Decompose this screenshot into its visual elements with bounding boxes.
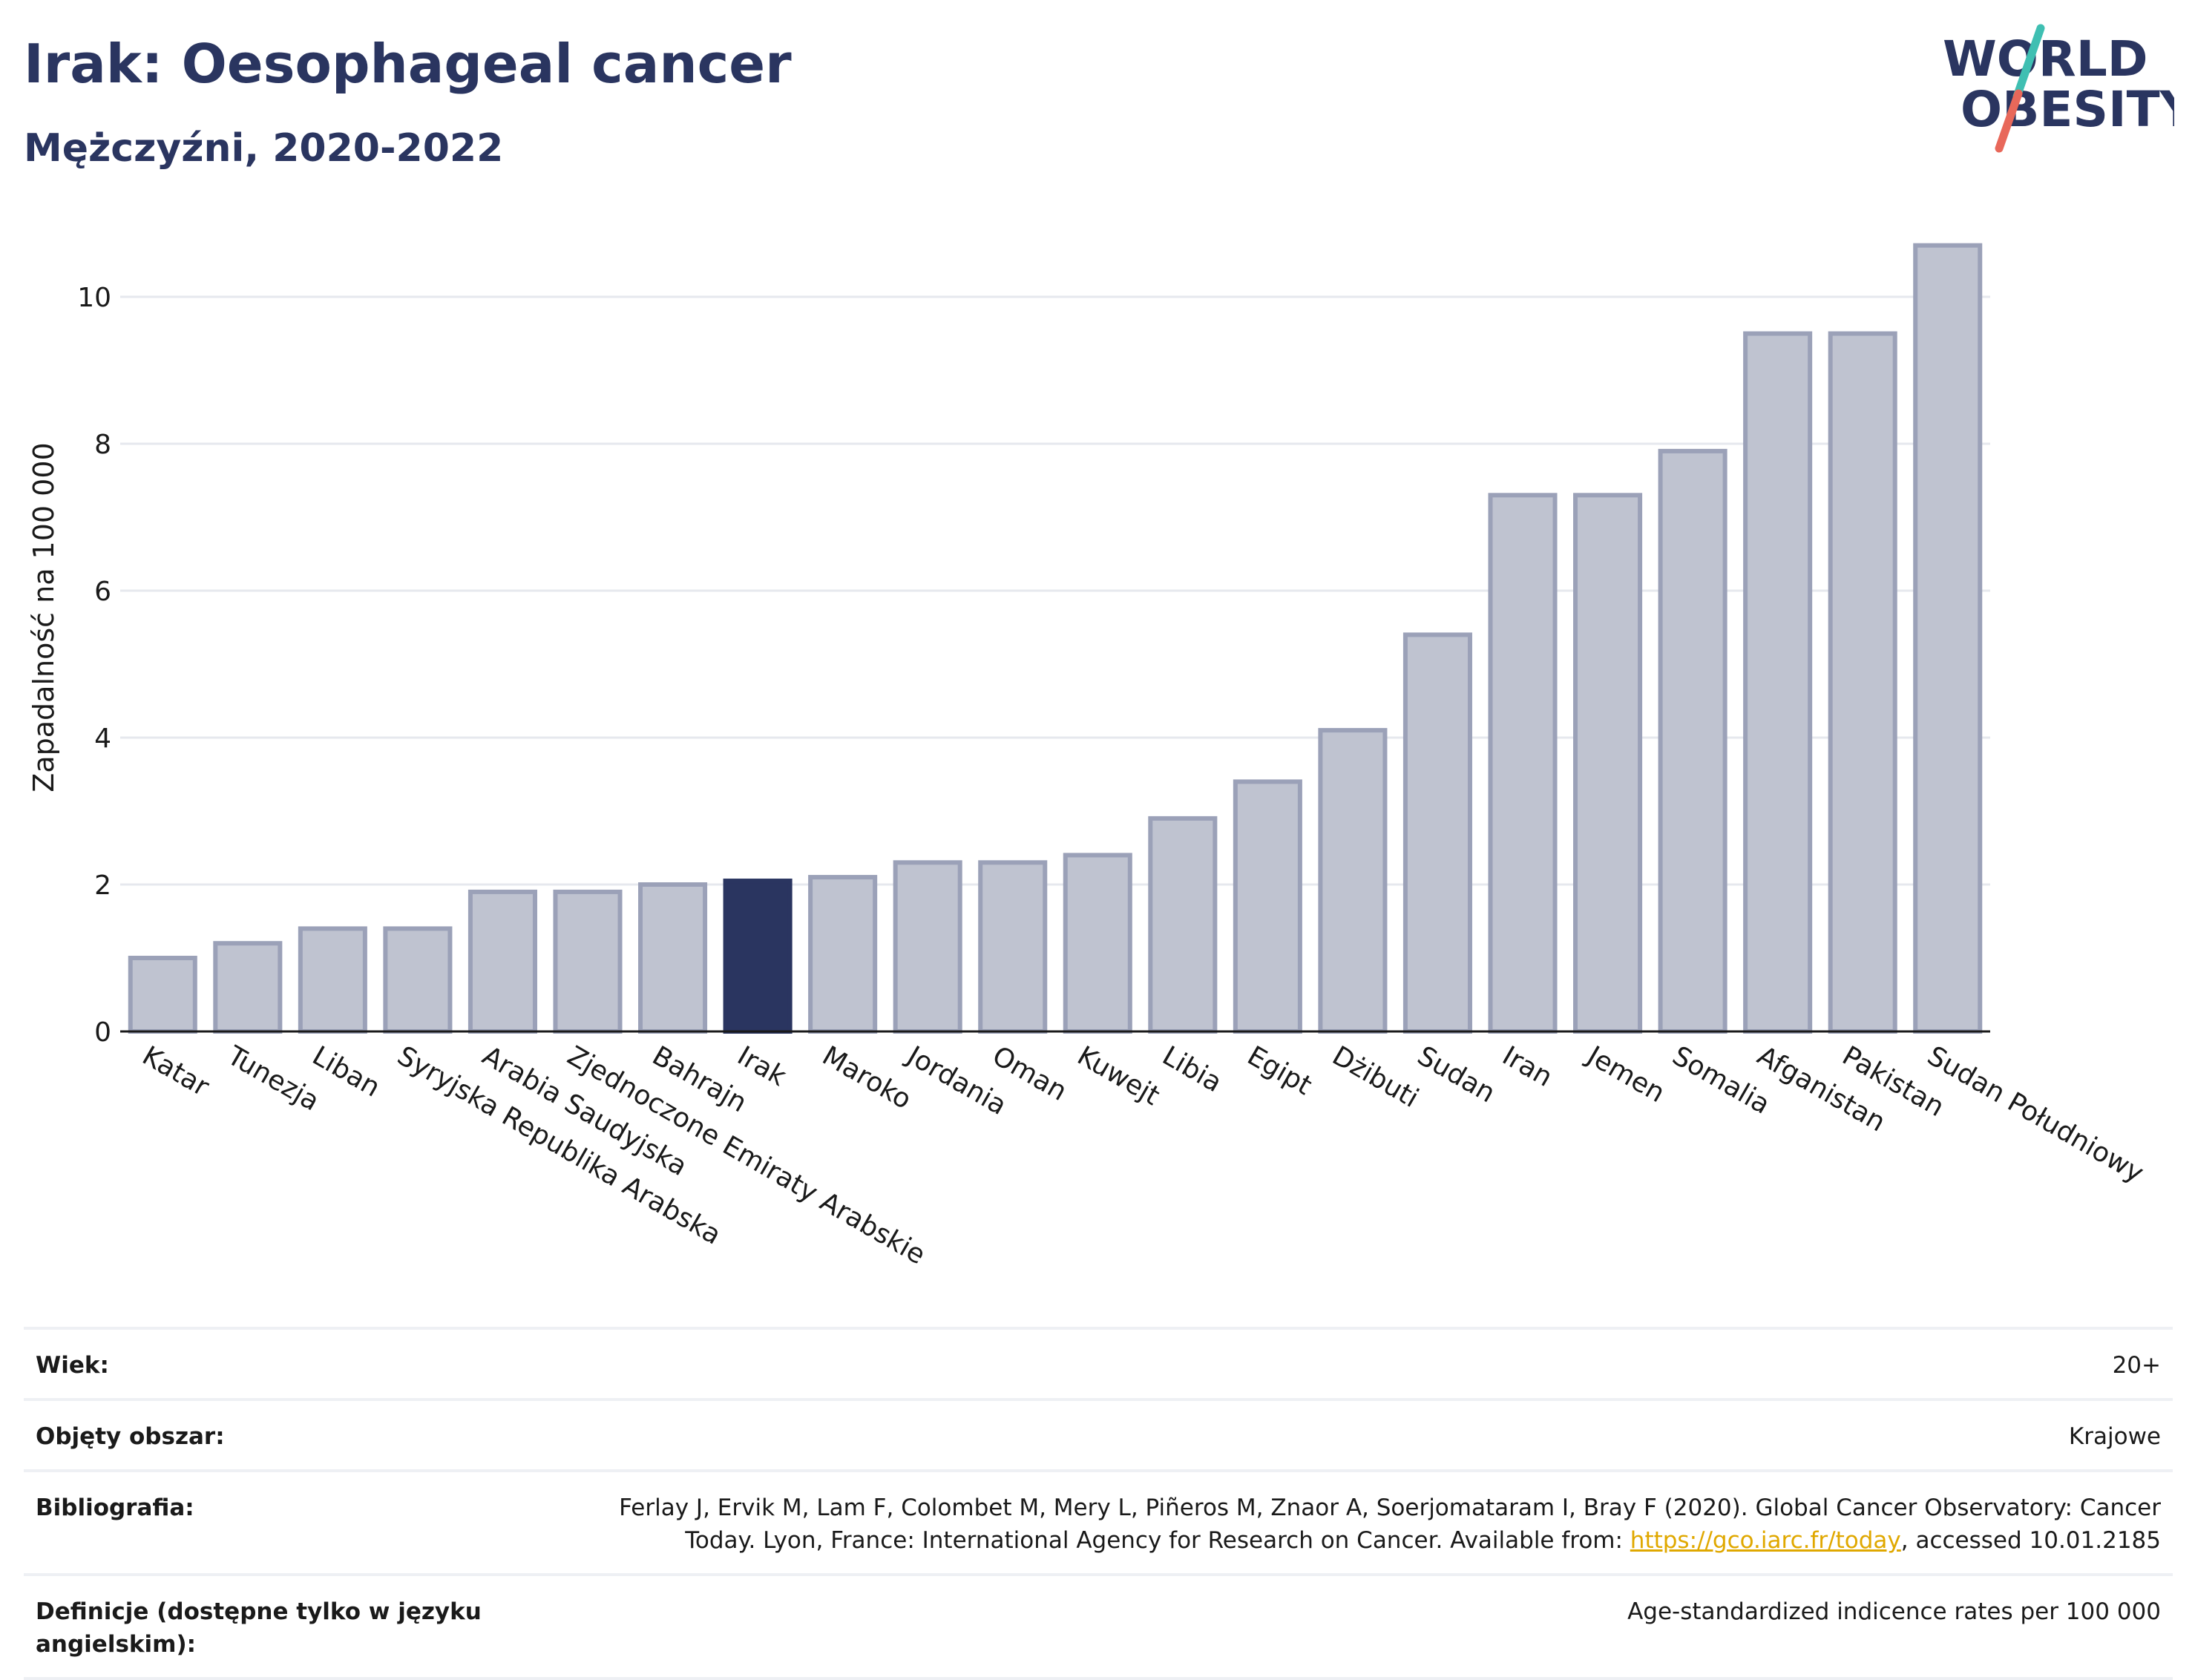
- bar: [1743, 331, 1813, 1034]
- x-tick-label: Katar: [137, 1040, 214, 1103]
- meta-row-definitions: Definicje (dostępne tylko w języku angie…: [24, 1573, 2173, 1680]
- bar: [1148, 816, 1218, 1034]
- y-tick-label: 2: [94, 870, 111, 901]
- logo-slash-bottom: [1995, 89, 2023, 153]
- bar: [1658, 448, 1728, 1034]
- x-tick-label: Maroko: [817, 1040, 916, 1115]
- bar: [1573, 493, 1643, 1034]
- bar: [467, 889, 537, 1034]
- meta-age-label: Wiek:: [36, 1352, 109, 1379]
- y-tick-label: 6: [94, 577, 111, 607]
- y-tick-label: 4: [94, 723, 111, 754]
- meta-definitions-value: Age-standardized indicence rates per 100…: [1627, 1598, 2161, 1625]
- bar: [1488, 493, 1558, 1034]
- meta-row-area: Objęty obszar: Krajowe: [24, 1398, 2173, 1469]
- y-axis-ticks: 0 2 4 6 8 10: [77, 283, 111, 1048]
- x-tick-label: Egipt: [1242, 1040, 1317, 1101]
- metadata-table: Wiek: 20+ Objęty obszar: Krajowe Bibliog…: [24, 1327, 2173, 1680]
- bar: [553, 889, 623, 1034]
- bar: [1233, 779, 1302, 1034]
- bar: [128, 956, 197, 1034]
- bar: [298, 926, 367, 1034]
- bibliography-accessed: , accessed 10.01.2185: [1900, 1527, 2161, 1554]
- bar: [383, 926, 453, 1034]
- bar: [893, 860, 962, 1034]
- bars: [128, 243, 1983, 1034]
- x-tick-label: Kuwejt: [1072, 1040, 1165, 1112]
- meta-area-label: Objęty obszar:: [36, 1423, 225, 1450]
- logo-slash-top: [2012, 24, 2045, 101]
- bar: [213, 941, 283, 1034]
- y-axis-label: Zapadalność na 100 000: [27, 442, 60, 792]
- x-tick-label: Sudan: [1412, 1040, 1500, 1109]
- bar: [1318, 728, 1388, 1034]
- bar: [638, 882, 708, 1034]
- meta-bibliography-label: Bibliografia:: [36, 1494, 194, 1521]
- bar: [1063, 853, 1132, 1034]
- y-tick-label: 0: [94, 1017, 111, 1048]
- page-title: Irak: Oesophageal cancer: [24, 33, 792, 95]
- x-tick-label: Sudan Południowy: [1922, 1040, 2148, 1189]
- logo-text-world: WORLD: [1943, 30, 2148, 88]
- x-tick-label: Libia: [1157, 1040, 1227, 1098]
- logo-text-obesity: OBESITY: [1961, 81, 2174, 138]
- y-tick-label: 8: [94, 430, 111, 460]
- meta-row-bibliography: Bibliografia: Ferlay J, Ervik M, Lam F, …: [24, 1469, 2173, 1573]
- bibliography-link[interactable]: https://gco.iarc.fr/today: [1630, 1527, 1901, 1554]
- bar: [1402, 632, 1472, 1034]
- meta-area-value: Krajowe: [2068, 1423, 2161, 1450]
- meta-definitions-label: Definicje (dostępne tylko w języku angie…: [36, 1598, 482, 1658]
- bar: [978, 860, 1048, 1034]
- bibliography-text: Ferlay J, Ervik M, Lam F, Colombet M, Me…: [619, 1494, 2161, 1554]
- x-tick-label: Dżibuti: [1327, 1040, 1423, 1114]
- x-tick-label: Jemen: [1581, 1040, 1670, 1109]
- meta-bibliography-value: Ferlay J, Ervik M, Lam F, Colombet M, Me…: [543, 1492, 2161, 1557]
- meta-age-value: 20+: [2112, 1352, 2161, 1379]
- x-tick-label: Irak: [732, 1040, 792, 1092]
- x-tick-label: Tunezja: [221, 1040, 324, 1118]
- bar: [808, 875, 878, 1034]
- y-tick-label: 10: [77, 283, 111, 313]
- page-subtitle: Mężczyźni, 2020-2022: [24, 126, 504, 171]
- x-tick-label: Somalia: [1667, 1040, 1775, 1120]
- world-obesity-logo: WORLD OBESITY: [1943, 24, 2174, 153]
- x-tick-label: Iran: [1497, 1040, 1558, 1093]
- bar: [1828, 331, 1897, 1034]
- bar-chart: 0 2 4 6 8 10 Zapadalność na 100 000 Katar Tune…: [27, 243, 2149, 1270]
- meta-row-age: Wiek: 20+: [24, 1327, 2173, 1398]
- bar-highlighted: [723, 879, 793, 1034]
- bar: [1913, 243, 1983, 1034]
